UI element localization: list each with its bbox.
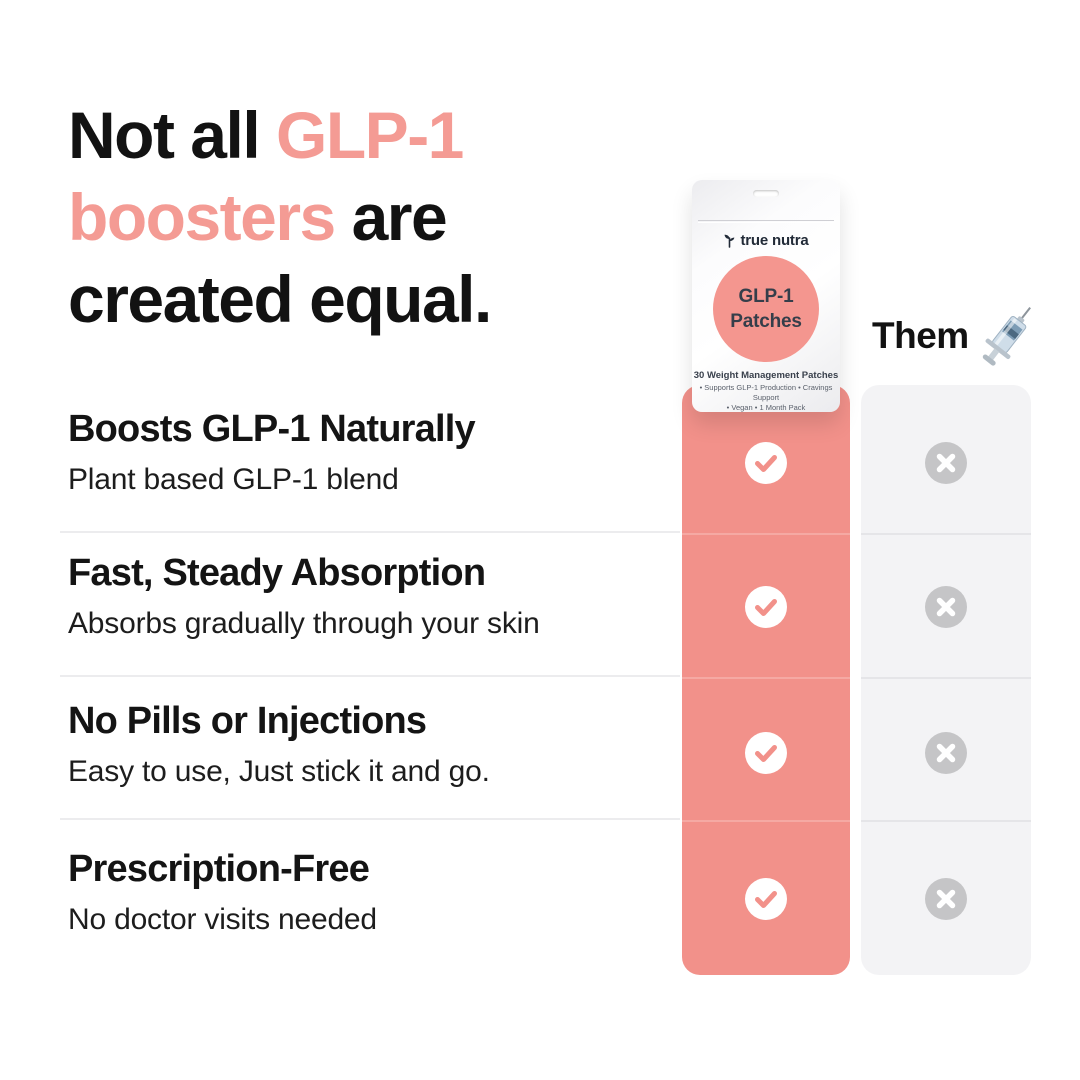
product-bullets: • Supports GLP-1 Production • Cravings S… bbox=[696, 383, 836, 413]
feature-row: Prescription-Free No doctor visits neede… bbox=[68, 848, 680, 937]
headline-pink-2: boosters bbox=[68, 180, 336, 254]
cross-icon bbox=[925, 878, 967, 920]
feature-title: Fast, Steady Absorption bbox=[68, 552, 486, 594]
product-bullets-line1: • Supports GLP-1 Production • Cravings S… bbox=[699, 383, 833, 402]
row-divider bbox=[60, 675, 680, 677]
cross-icon bbox=[925, 586, 967, 628]
product-bullets-line2: • Vegan • 1 Month Pack bbox=[726, 403, 806, 412]
feature-subtitle: Plant based GLP-1 blend bbox=[68, 463, 399, 496]
headline-black-3: created equal. bbox=[68, 262, 492, 336]
syringe-icon bbox=[975, 298, 1041, 374]
feature-title: No Pills or Injections bbox=[68, 700, 427, 742]
feature-row: Boosts GLP-1 Naturally Plant based GLP-1… bbox=[68, 408, 680, 497]
product-name-line2: Patches bbox=[730, 311, 802, 332]
feature-row: No Pills or Injections Easy to use, Just… bbox=[68, 700, 680, 789]
row-divider bbox=[60, 531, 680, 533]
column-divider bbox=[682, 820, 850, 822]
them-column-header: Them bbox=[872, 296, 1062, 376]
brand-logo: true nutra bbox=[692, 232, 840, 249]
headline-black-1: Not all bbox=[68, 98, 277, 172]
product-subtitle: 30 Weight Management Patches bbox=[693, 370, 839, 381]
check-icon bbox=[745, 732, 787, 774]
pouch-zipper-seal bbox=[698, 220, 834, 223]
feature-row: Fast, Steady Absorption Absorbs graduall… bbox=[68, 552, 680, 641]
headline-pink-1: GLP-1 bbox=[276, 98, 464, 172]
feature-title: Boosts GLP-1 Naturally bbox=[68, 408, 476, 450]
product-pouch: true nutra GLP-1 Patches 30 Weight Manag… bbox=[692, 180, 840, 412]
feature-subtitle: Absorbs gradually through your skin bbox=[68, 607, 540, 640]
feature-title: Prescription-Free bbox=[68, 848, 370, 890]
check-icon bbox=[745, 586, 787, 628]
headline-black-2: are bbox=[334, 180, 448, 254]
cross-icon bbox=[925, 442, 967, 484]
column-divider bbox=[682, 677, 850, 679]
column-divider bbox=[682, 533, 850, 535]
check-icon bbox=[745, 878, 787, 920]
feature-subtitle: Easy to use, Just stick it and go. bbox=[68, 755, 490, 788]
them-column bbox=[861, 385, 1031, 975]
them-label: Them bbox=[872, 315, 969, 356]
product-name-line1: GLP-1 bbox=[738, 286, 794, 307]
pouch-hang-hole bbox=[753, 190, 779, 197]
product-label-circle: GLP-1 Patches bbox=[713, 256, 819, 362]
cross-icon bbox=[925, 732, 967, 774]
row-divider bbox=[60, 818, 680, 820]
brand-name: true nutra bbox=[740, 232, 809, 249]
feature-subtitle: No doctor visits needed bbox=[68, 903, 377, 936]
check-icon bbox=[745, 442, 787, 484]
page-title: Not all GLP-1 boosters are created equal… bbox=[68, 94, 668, 340]
column-divider bbox=[861, 820, 1031, 822]
product-column bbox=[682, 385, 850, 975]
column-divider bbox=[861, 533, 1031, 535]
leaf-icon bbox=[723, 234, 736, 248]
column-divider bbox=[861, 677, 1031, 679]
